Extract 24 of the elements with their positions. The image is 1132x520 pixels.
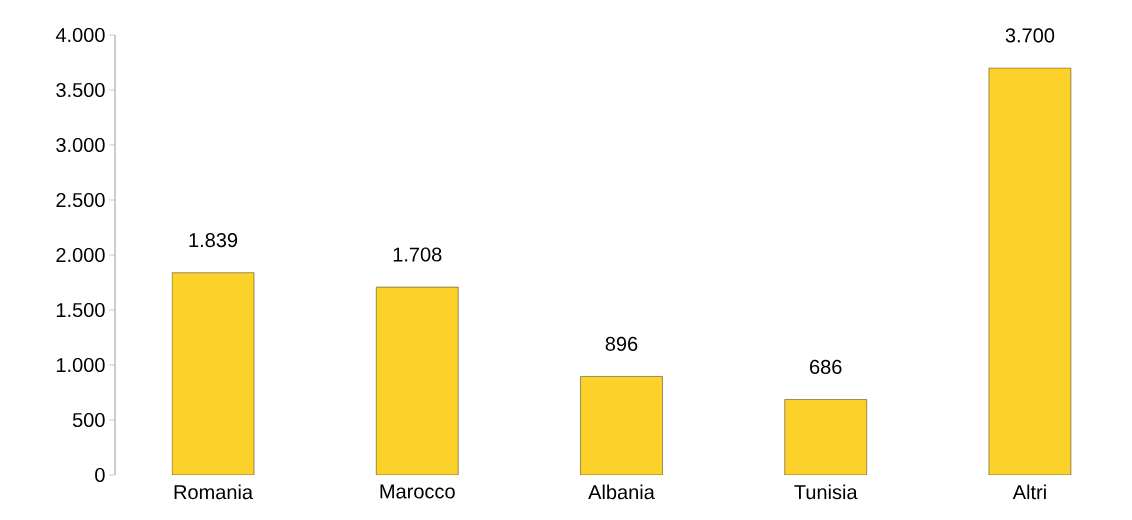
y-tick-label: 4.000	[55, 27, 105, 43]
data-label: 3.700	[1005, 28, 1055, 43]
data-label: 1.708	[393, 247, 442, 262]
y-tick-label: 1.500	[56, 302, 105, 318]
x-tick-label: Marocco	[380, 484, 455, 499]
x-tick-label: Altri	[1012, 484, 1046, 500]
y-tick-label: 1.000	[56, 357, 105, 373]
bar	[580, 376, 663, 475]
y-tick-label: 3.500	[56, 82, 105, 98]
y-tick-label: 0	[95, 467, 105, 483]
x-tick-label: Albania	[588, 484, 655, 500]
x-tick-label: Romania	[174, 484, 254, 500]
data-label: 896	[605, 336, 638, 351]
y-tick-label: 3.000	[56, 137, 105, 153]
data-label: 1.839	[189, 233, 238, 248]
data-label: 686	[810, 359, 842, 374]
y-tick-label: 2.500	[56, 192, 105, 208]
y-tick-label: 500	[72, 412, 105, 428]
bar	[171, 272, 255, 475]
bar	[988, 67, 1072, 475]
y-tick-label: 2.000	[56, 247, 105, 263]
bar	[376, 286, 459, 475]
x-tick-label: Tunisia	[794, 484, 858, 500]
bar	[784, 399, 867, 475]
